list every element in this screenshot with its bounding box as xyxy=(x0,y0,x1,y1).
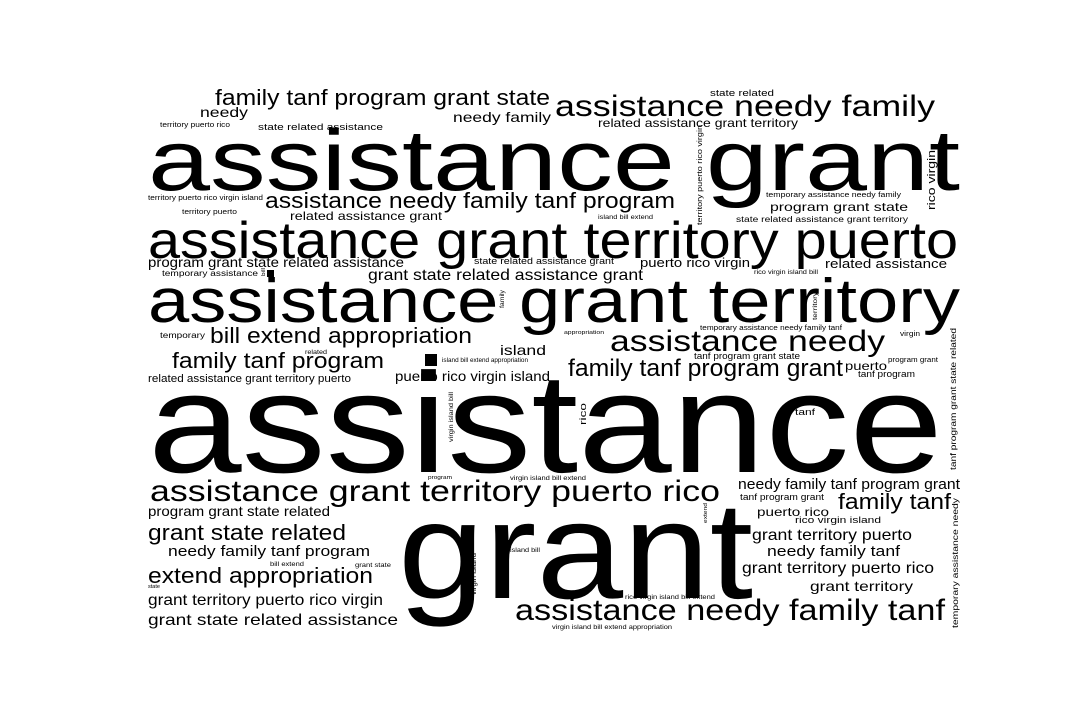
word-needy-family-tanf-program: needy family tanf program xyxy=(168,543,370,560)
word-tanf: tanf xyxy=(795,407,816,417)
word-program-grant-state: program grant state xyxy=(770,200,908,214)
word-family: family xyxy=(500,290,506,308)
word-program: program xyxy=(428,475,452,481)
word-territory-puerto-rico-virgin: territory puerto rico virgin xyxy=(697,125,704,225)
word-assistance-needy-family-tanf-program: assistance needy family tanf program xyxy=(265,188,675,213)
word-territory-puerto: territory puerto xyxy=(182,209,237,216)
word-state-related-assistance-grant: state related assistance grant xyxy=(474,256,615,266)
word-grant-state-related-assistance-grant: grant state related assistance grant xyxy=(368,267,644,284)
word-rico-virgin-island-bill-extend: rico virgin island bill extend xyxy=(625,595,715,601)
decorative-square xyxy=(267,270,274,277)
word-related-assistance-grant-territory-puerto: related assistance grant territory puert… xyxy=(148,373,351,385)
word-extend: extend xyxy=(703,503,709,523)
word-temporary-assistance-needy-family-tanf: temporary assistance needy family tanf xyxy=(700,325,842,332)
word-assistance-grant-territory-puerto: assistance grant territory puerto xyxy=(148,212,958,270)
word-rico-virgin: rico virgin xyxy=(926,150,938,210)
word-puerto-rico: puerto rico xyxy=(757,505,829,519)
word-virgin-island-bill-extend: virgin island bill extend xyxy=(510,476,586,482)
word-needy-family-tanf-program-grant: needy family tanf program grant xyxy=(738,476,961,493)
word-island-bill-extend-appropriation: island bill extend appropriation xyxy=(442,358,528,364)
word-family-tanf-program-grant-state: family tanf program grant state xyxy=(215,85,550,110)
word-needy-family: needy family xyxy=(453,109,551,125)
word-assistance-grant: assistance grant xyxy=(148,113,960,209)
word-related-assistance-grant-territory: related assistance grant territory xyxy=(598,116,798,130)
word-bill-extend-appropriation: bill extend appropriation xyxy=(210,323,472,348)
word-temporary-assistance: temporary assistance xyxy=(162,269,259,278)
word-extend-appropriation: extend appropriation xyxy=(148,563,373,588)
word-temporary: temporary xyxy=(160,331,205,340)
word-island-bill: island bill xyxy=(510,548,540,554)
word-island-bill-extend: island bill extend xyxy=(598,215,653,221)
word-state-related-assistance-grant-territory: state related assistance grant territory xyxy=(736,215,908,224)
word-tanf-program: tanf program xyxy=(858,369,915,379)
word-related-assistance: related assistance xyxy=(825,256,947,271)
word-puerto: puerto xyxy=(845,359,887,373)
word-related-assistance-grant: related assistance grant xyxy=(290,209,443,223)
word-assistance-needy-family-tanf: assistance needy family tanf xyxy=(515,594,946,627)
word-state-related-assistance: state related assistance xyxy=(258,122,383,132)
word-assistance-needy: assistance needy xyxy=(610,325,885,358)
word-territory-puerto-rico: territory puerto rico xyxy=(160,122,230,129)
word-virgin-island: virgin island xyxy=(471,553,478,595)
word-rico-virgin-island: rico virgin island xyxy=(795,515,881,525)
word-grant-state-related: grant state related xyxy=(148,520,346,545)
word-island: island xyxy=(500,342,546,358)
word-state: state xyxy=(148,584,160,590)
word-grant-state: grant state xyxy=(355,563,392,569)
word-grant-state-related-assistance: grant state related assistance xyxy=(148,612,398,629)
word-assistance: assistance xyxy=(148,344,943,503)
word-grant-territory-puerto-rico: grant territory puerto rico xyxy=(742,560,934,577)
word-temporary-assistance-needy: temporary assistance needy xyxy=(951,498,960,628)
word-needy-family-tanf: needy family tanf xyxy=(767,543,901,560)
word-temporary-assistance-needy-family: temporary assistance needy family xyxy=(766,192,902,199)
word-tanf-program-grant-state: tanf program grant state xyxy=(694,351,800,361)
word-program-grant-state-related-assistance: program grant state related assistance xyxy=(148,254,404,270)
word-grant-territory-puerto-rico-virgin: grant territory puerto rico virgin xyxy=(148,592,383,609)
word-appropriation: appropriation xyxy=(564,330,604,336)
word-puerto-rico-virgin-island: puerto rico virgin island xyxy=(395,368,550,384)
word-virgin-island-bill-extend-appropriation: virgin island bill extend appropriation xyxy=(552,625,672,631)
word-bill: bill xyxy=(261,268,267,276)
word-grant-territory-puerto: grant territory puerto xyxy=(752,527,912,544)
word-family-tanf-program-grant: family tanf program grant xyxy=(568,355,843,382)
word-virgin-island-bill: virgin island bill xyxy=(449,392,455,442)
word-bill-extend: bill extend xyxy=(270,562,304,568)
word-assistance-needy-family: assistance needy family xyxy=(555,90,935,123)
word-needy: needy xyxy=(200,104,248,120)
word-puerto-rico-virgin: puerto rico virgin xyxy=(640,255,750,270)
word-territory-puerto-rico-virgin-island: territory puerto rico virgin island xyxy=(148,195,263,202)
word-state-related: state related xyxy=(710,88,774,98)
word-rico: rico xyxy=(578,403,588,425)
word-program-grant: program grant xyxy=(888,357,938,364)
word-program-grant-state-related: program grant state related xyxy=(148,503,330,519)
word-tanf-program-grant: tanf program grant xyxy=(740,492,825,502)
word-tanf-program-grant-state-related: tanf program grant state related xyxy=(949,328,958,470)
word-grant-territory: grant territory xyxy=(810,578,913,594)
word-family-tanf-program: family tanf program xyxy=(172,348,384,373)
decorative-square xyxy=(425,354,437,366)
word-related: related xyxy=(305,350,327,356)
word-rico-virgin-island-bill: rico virgin island bill xyxy=(754,270,818,276)
word-territory: territory xyxy=(813,292,819,320)
word-virgin: virgin xyxy=(900,331,920,338)
word-assistance-grant-territory: assistance grant territory xyxy=(148,267,960,336)
word-family-tanf: family tanf xyxy=(838,489,952,514)
word-grant: grant xyxy=(398,474,753,628)
word-assistance-grant-territory-puerto-rico: assistance grant territory puerto rico xyxy=(150,475,720,508)
